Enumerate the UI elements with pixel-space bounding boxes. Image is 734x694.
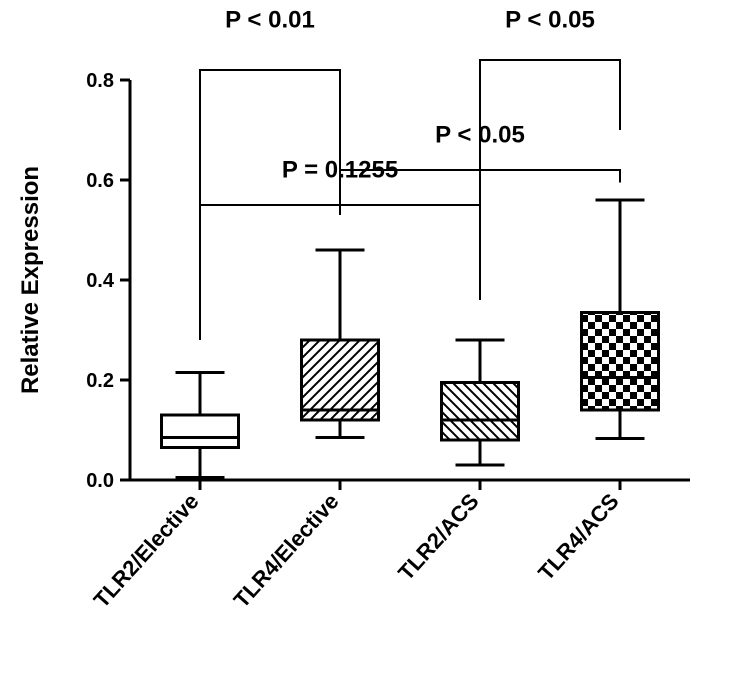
chart-container: 0.0 0.2 0.4 0.6 0.8 Relative Expression TLR2/E… [0, 0, 734, 694]
box [162, 415, 239, 448]
y-tick-label: 0.6 [86, 170, 114, 192]
comparison-bracket [480, 60, 620, 255]
y-tick-label: 0.4 [86, 270, 115, 292]
box [582, 313, 659, 411]
boxplot-chart: 0.0 0.2 0.4 0.6 0.8 Relative Expression TLR2/E… [0, 0, 734, 694]
y-tick-label: 0.2 [86, 370, 114, 392]
box [442, 383, 519, 441]
x-category-label: TLR2/ACS [393, 489, 484, 586]
p-value-label: P < 0.05 [435, 122, 525, 149]
y-tick-label: 0.0 [86, 470, 114, 492]
box [302, 340, 379, 420]
y-tick-label: 0.8 [86, 70, 114, 92]
x-category-label: TLR4/Elective [229, 489, 344, 613]
x-category-label: TLR2/Elective [89, 489, 204, 613]
p-value-label: P < 0.01 [225, 7, 315, 34]
p-value-label: P < 0.05 [505, 7, 595, 34]
y-axis-label: Relative Expression [17, 166, 44, 394]
x-category-label: TLR4/ACS [533, 489, 624, 586]
